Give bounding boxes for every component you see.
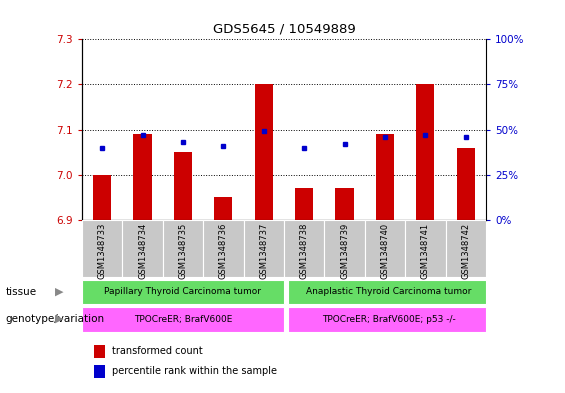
Bar — [288, 279, 486, 304]
Bar — [405, 220, 445, 277]
Bar — [336, 188, 354, 220]
Bar — [284, 220, 324, 277]
Bar — [93, 175, 111, 220]
Bar — [255, 84, 273, 220]
Text: GSM1348740: GSM1348740 — [380, 223, 389, 279]
Text: GSM1348733: GSM1348733 — [98, 223, 107, 279]
Bar — [376, 134, 394, 220]
Bar — [416, 84, 434, 220]
Text: GSM1348737: GSM1348737 — [259, 223, 268, 279]
Text: GSM1348736: GSM1348736 — [219, 223, 228, 279]
Text: ▶: ▶ — [55, 286, 64, 297]
Bar — [365, 220, 405, 277]
Bar — [457, 148, 475, 220]
Text: Anaplastic Thyroid Carcinoma tumor: Anaplastic Thyroid Carcinoma tumor — [306, 287, 472, 296]
Text: Papillary Thyroid Carcinoma tumor: Papillary Thyroid Carcinoma tumor — [105, 287, 262, 296]
Bar — [446, 220, 486, 277]
Bar — [203, 220, 244, 277]
Text: TPOCreER; BrafV600E: TPOCreER; BrafV600E — [134, 315, 232, 324]
Bar — [244, 220, 284, 277]
Bar — [82, 279, 284, 304]
Title: GDS5645 / 10549889: GDS5645 / 10549889 — [212, 22, 355, 35]
Bar — [94, 365, 105, 378]
Bar — [163, 220, 203, 277]
Bar — [324, 220, 365, 277]
Text: percentile rank within the sample: percentile rank within the sample — [112, 366, 277, 376]
Bar — [288, 307, 486, 332]
Text: genotype/variation: genotype/variation — [6, 314, 105, 324]
Text: GSM1348741: GSM1348741 — [421, 223, 430, 279]
Bar — [174, 152, 192, 220]
Bar — [295, 188, 313, 220]
Text: GSM1348735: GSM1348735 — [179, 223, 188, 279]
Text: GSM1348738: GSM1348738 — [299, 223, 308, 279]
Text: GSM1348742: GSM1348742 — [461, 223, 470, 279]
Text: transformed count: transformed count — [112, 346, 203, 356]
Bar — [122, 220, 163, 277]
Bar — [82, 220, 122, 277]
Text: GSM1348734: GSM1348734 — [138, 223, 147, 279]
Text: GSM1348739: GSM1348739 — [340, 223, 349, 279]
Bar — [94, 345, 105, 358]
Text: ▶: ▶ — [55, 314, 64, 324]
Bar — [214, 197, 232, 220]
Text: tissue: tissue — [6, 286, 37, 297]
Text: TPOCreER; BrafV600E; p53 -/-: TPOCreER; BrafV600E; p53 -/- — [322, 315, 456, 324]
Bar — [82, 307, 284, 332]
Bar — [133, 134, 151, 220]
